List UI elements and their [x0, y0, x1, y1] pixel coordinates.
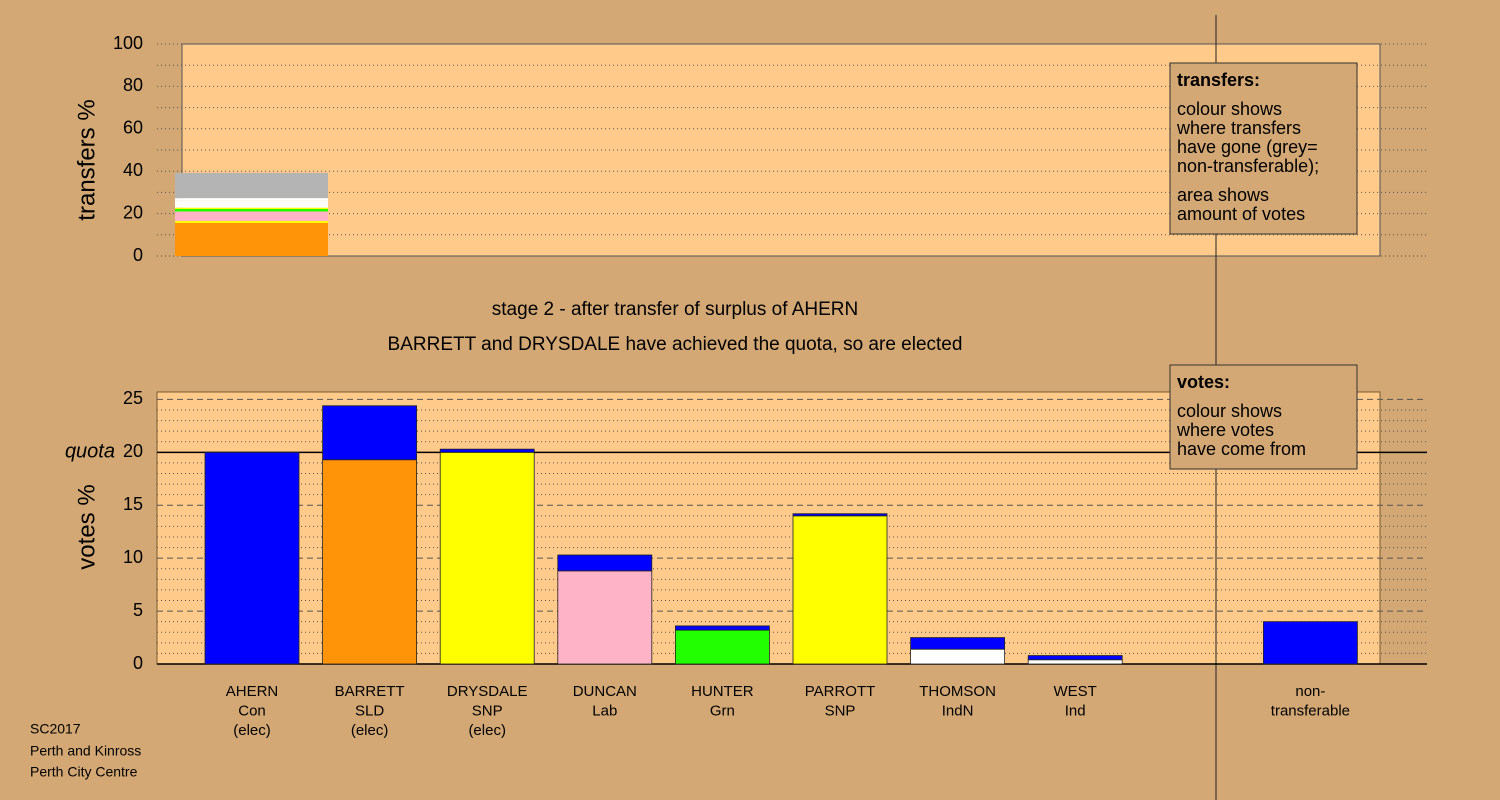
- x-tick-label: transferable: [1271, 702, 1350, 719]
- bar-segment: [557, 570, 653, 665]
- x-tick-label: Con: [238, 702, 266, 719]
- x-tick-label: Ind: [1065, 702, 1086, 719]
- bar-segment: [175, 221, 328, 223]
- y-tick-label: 10: [123, 547, 143, 567]
- y-tick-label: 15: [123, 494, 143, 514]
- x-tick-label: SLD: [355, 702, 384, 719]
- bar-segment: [439, 448, 535, 453]
- bar-segment: [175, 172, 328, 199]
- quota-label: quota: [65, 441, 115, 463]
- x-tick-label: (elec): [351, 722, 389, 739]
- y-tick-label: 40: [123, 160, 143, 180]
- legend-text: amount of votes: [1177, 204, 1305, 224]
- legend-text: where transfers: [1176, 118, 1301, 138]
- bar-segment: [175, 198, 328, 201]
- bar-segment: [1027, 655, 1123, 661]
- legend-text: non-transferable);: [1177, 156, 1319, 176]
- x-tick-label: Grn: [710, 702, 735, 719]
- x-tick-label: non-: [1295, 683, 1325, 700]
- bar-segment: [175, 211, 328, 222]
- x-tick-label: SNP: [825, 702, 856, 719]
- caption: stage 2 - after transfer of surplus of A…: [492, 299, 858, 320]
- y-tick-label: 25: [123, 388, 143, 408]
- legend-text: have gone (grey=: [1177, 137, 1318, 157]
- legend-text: area shows: [1177, 185, 1269, 205]
- y-axis-title: votes %: [73, 484, 100, 569]
- x-tick-label: BARRETT: [335, 683, 405, 700]
- caption: BARRETT and DRYSDALE have achieved the q…: [388, 334, 963, 355]
- y-tick-label: 20: [123, 202, 143, 222]
- y-tick-label: 0: [133, 653, 143, 673]
- bar-segment: [910, 637, 1005, 650]
- x-tick-label: Lab: [592, 702, 617, 719]
- legend-title: votes:: [1177, 372, 1230, 392]
- y-tick-label: 60: [123, 118, 143, 138]
- x-tick-label: DUNCAN: [573, 683, 637, 700]
- y-tick-label: 5: [133, 600, 143, 620]
- x-tick-label: THOMSON: [919, 683, 996, 700]
- bar-segment: [792, 513, 888, 517]
- legend-text: where votes: [1176, 420, 1274, 440]
- x-tick-label: IndN: [942, 702, 974, 719]
- bar-segment: [675, 625, 770, 631]
- y-axis-title: transfers %: [73, 99, 100, 220]
- bar-segment: [910, 648, 1005, 665]
- legend-text: colour shows: [1177, 99, 1282, 119]
- footer: SC2017: [30, 721, 81, 737]
- footer: Perth City Centre: [30, 764, 138, 780]
- y-tick-label: 20: [123, 441, 143, 461]
- y-tick-label: 0: [133, 245, 143, 265]
- x-tick-label: SNP: [472, 702, 503, 719]
- bar-segment: [1027, 659, 1123, 665]
- bar-segment: [322, 459, 418, 665]
- bar-segment: [439, 451, 535, 665]
- legend-text: have come from: [1177, 439, 1306, 459]
- legend-box: [1169, 62, 1358, 235]
- x-tick-label: AHERN: [226, 683, 279, 700]
- bar-segment: [175, 207, 328, 209]
- bar-segment: [1263, 621, 1358, 665]
- bar-segment: [675, 629, 770, 665]
- bar-segment: [557, 554, 653, 572]
- x-tick-label: PARROTT: [805, 683, 876, 700]
- bar-segment: [175, 208, 328, 212]
- bar-segment: [792, 515, 888, 665]
- x-tick-label: (elec): [468, 722, 506, 739]
- x-tick-label: (elec): [233, 722, 271, 739]
- x-tick-label: DRYSDALE: [447, 683, 528, 700]
- footer: Perth and Kinross: [30, 743, 141, 759]
- bar-segment: [175, 222, 328, 256]
- bar-segment: [322, 405, 418, 461]
- bar-segment: [204, 451, 300, 665]
- legend-box: [1169, 364, 1358, 470]
- x-tick-label: HUNTER: [691, 683, 754, 700]
- x-tick-label: WEST: [1054, 683, 1097, 700]
- bar-segment: [175, 200, 328, 208]
- legend-title: transfers:: [1177, 70, 1260, 90]
- legend-text: colour shows: [1177, 401, 1282, 421]
- y-tick-label: 80: [123, 75, 143, 95]
- y-tick-label: 100: [113, 33, 143, 53]
